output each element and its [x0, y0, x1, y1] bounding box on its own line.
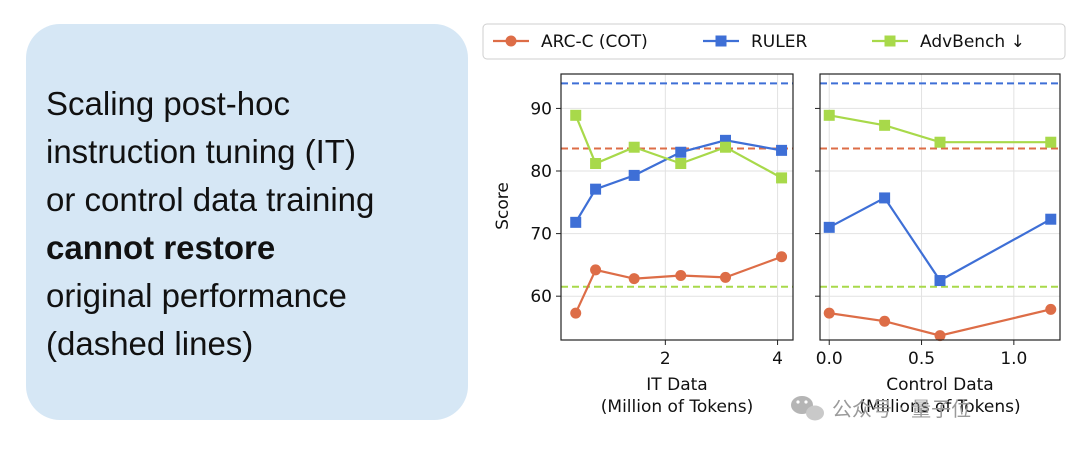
data-point-advbench [570, 109, 582, 121]
data-point-arc-c [776, 251, 788, 263]
legend-marker-arc-c [505, 35, 517, 47]
legend: ARC-C (COT) RULER AdvBench ↓ [482, 23, 1066, 60]
x-tick-label: 4 [772, 349, 783, 369]
x-axis-sublabel: (Million of Tokens) [601, 397, 753, 417]
series-line-ruler [574, 139, 782, 223]
callout-line-6: (dashed lines) [46, 325, 254, 362]
data-point-ruler [776, 144, 788, 156]
y-tick-label: 90 [530, 99, 552, 119]
data-point-arc-c [934, 330, 946, 342]
x-tick-label: 0.5 [908, 349, 935, 369]
data-point-ruler [675, 146, 687, 158]
data-point-arc-c [590, 264, 602, 276]
x-axis-label: Control Data [886, 375, 993, 395]
y-tick-label: 60 [530, 287, 552, 307]
wechat-icon [791, 396, 824, 421]
x-tick-label: 2 [660, 349, 671, 369]
data-point-advbench [776, 172, 788, 184]
legend-label-ruler: RULER [751, 32, 807, 52]
data-point-ruler [823, 221, 835, 233]
callout-text: Scaling post-hoc instruction tuning (IT)… [46, 80, 466, 368]
series-line-advbench [574, 114, 783, 179]
data-point-advbench [879, 119, 891, 131]
y-axis-label-group: Score [493, 182, 513, 230]
legend-marker-ruler [715, 35, 727, 47]
data-point-advbench [719, 141, 731, 153]
panel-control-data: 0.0 0.5 1.0 Control Data(Millions of Tokens… [815, 73, 1061, 417]
y-tick-label: 80 [530, 162, 552, 182]
legend-marker-advbench [884, 35, 896, 47]
callout-line-1: Scaling post-hoc [46, 85, 290, 122]
x-tick-label: 0.0 [816, 349, 843, 369]
y-tick-label: 70 [530, 225, 552, 245]
series-line-advbench [829, 114, 1051, 144]
data-point-arc-c [719, 271, 731, 283]
series-line-ruler [828, 196, 1052, 282]
data-point-ruler [879, 192, 891, 204]
plot-frame [819, 73, 1061, 341]
data-point-ruler [1045, 213, 1057, 225]
watermark-text: 公众号 · 量子位 [832, 397, 971, 421]
data-point-advbench [590, 158, 602, 170]
data-point-ruler [934, 275, 946, 287]
data-point-arc-c [628, 273, 640, 285]
watermark: 公众号 · 量子位 [791, 396, 971, 421]
x-tick-label: 1.0 [1000, 349, 1027, 369]
data-point-ruler [570, 216, 582, 228]
data-point-ruler [590, 183, 602, 195]
callout-line-5: original performance [46, 277, 347, 314]
series-line-arc-c [574, 255, 782, 314]
x-axis-label: IT Data [646, 375, 707, 395]
callout-line-2: instruction tuning (IT) [46, 133, 356, 170]
callout-line-3: or control data training [46, 181, 375, 218]
callout-line-emphasis: cannot restore [46, 229, 276, 266]
data-point-advbench [628, 141, 640, 153]
data-point-arc-c [570, 307, 582, 319]
data-point-arc-c [675, 270, 687, 282]
legend-label-advbench: AdvBench ↓ [920, 32, 1025, 52]
data-point-advbench [1045, 136, 1057, 148]
data-point-arc-c [879, 315, 891, 327]
data-point-arc-c [1045, 303, 1057, 315]
legend-frame [482, 23, 1066, 60]
y-axis-label: Score [493, 182, 513, 230]
series-line-arc-c [829, 308, 1052, 337]
data-point-advbench [823, 109, 835, 121]
data-point-advbench [934, 136, 946, 148]
panel-it-data: 60 70 80 90 2 4 IT Data(Million of Tokens) [530, 73, 794, 417]
data-point-advbench [675, 158, 687, 170]
data-point-ruler [628, 169, 640, 181]
x-axis-sublabel: (Millions of Tokens) [859, 397, 1020, 417]
legend-label-arc-c: ARC-C (COT) [541, 32, 648, 52]
data-point-ruler [719, 134, 731, 146]
plot-frame [560, 73, 794, 341]
callout-box [26, 24, 468, 420]
data-point-arc-c [823, 307, 835, 319]
